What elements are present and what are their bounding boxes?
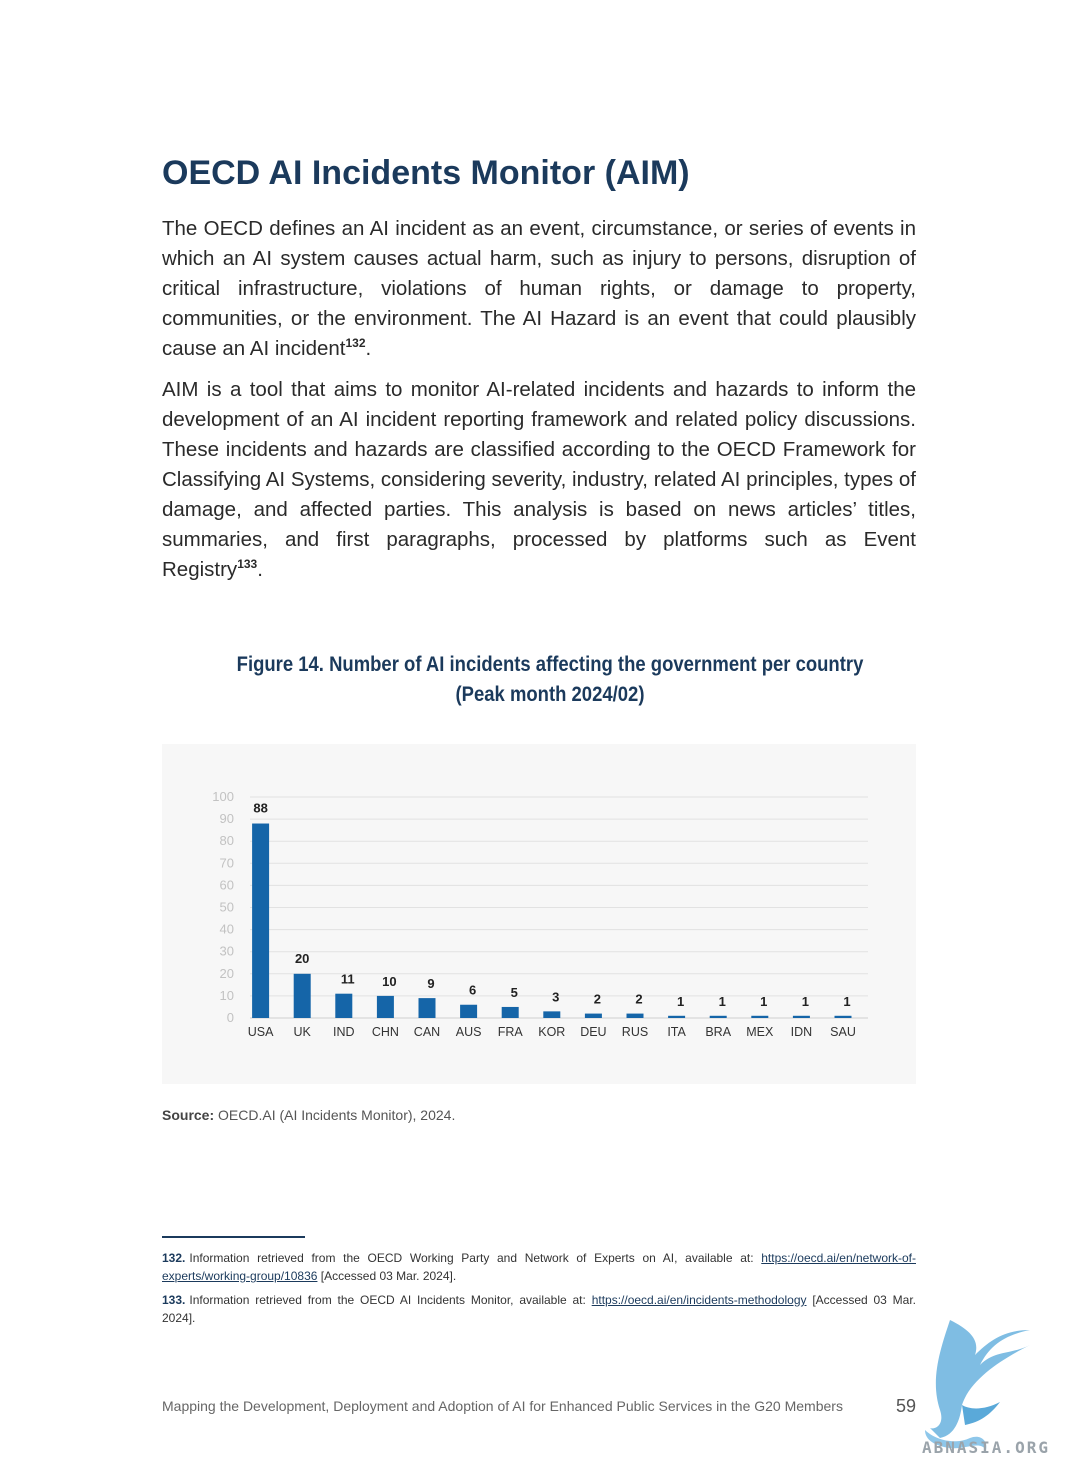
footnote-link[interactable]: https://oecd.ai/en/network-of-experts/wo… <box>162 1251 916 1283</box>
bar <box>376 995 394 1018</box>
y-tick-label: 90 <box>220 811 234 826</box>
footnote-divider <box>162 1236 305 1238</box>
data-label: 2 <box>594 992 601 1007</box>
x-tick-label: DEU <box>580 1025 606 1039</box>
footnote-accessed: [Accessed 03 Mar. 2024]. <box>320 1269 457 1283</box>
footnote-accessed: [Accessed 03 Mar. 2024]. <box>162 1293 917 1325</box>
data-label: 9 <box>427 976 434 991</box>
bar <box>543 1011 561 1018</box>
y-tick-label: 30 <box>220 944 234 959</box>
footnote-text: Information retrieved from the OECD Work… <box>189 1251 754 1265</box>
footnote-link[interactable]: https://oecd.ai/en/incidents-methodology <box>591 1293 807 1307</box>
y-tick-label: 40 <box>220 922 234 937</box>
bar <box>584 1013 602 1018</box>
y-tick-label: 60 <box>220 877 234 892</box>
x-tick-label: IND <box>333 1025 355 1039</box>
bar <box>626 1013 644 1018</box>
page-title: OECD AI Incidents Monitor (AIM) <box>162 154 690 192</box>
x-tick-label: UK <box>294 1025 312 1039</box>
figure-title-line1: Figure 14. Number of AI incidents affect… <box>236 653 864 676</box>
data-label: 2 <box>635 992 642 1007</box>
bar <box>418 998 436 1018</box>
footnote-133: 133. Information retrieved from the OECD … <box>162 1291 916 1327</box>
y-tick-label: 0 <box>227 1010 234 1025</box>
x-tick-label: SAU <box>830 1025 856 1039</box>
aim-paragraph: AIM is a tool that aims to monitor AI-re… <box>162 375 916 585</box>
y-tick-label: 50 <box>220 900 234 915</box>
bar <box>501 1006 519 1018</box>
data-label: 1 <box>843 994 850 1009</box>
footnote-ref-132[interactable]: 132 <box>345 336 366 351</box>
source-label: Source: <box>162 1107 215 1123</box>
data-label: 1 <box>760 994 767 1009</box>
footnote-number: 132. <box>162 1251 186 1265</box>
footer-title: Mapping the Development, Deployment and … <box>162 1398 843 1414</box>
aim-paragraph-text: AIM is a tool that aims to monitor AI-re… <box>162 378 916 581</box>
bar <box>834 1015 852 1018</box>
x-tick-label: MEX <box>746 1025 774 1039</box>
data-label: 11 <box>341 972 355 987</box>
bar <box>751 1015 769 1018</box>
data-label: 5 <box>511 985 518 1000</box>
data-label: 10 <box>382 974 396 989</box>
x-tick-label: BRA <box>705 1025 731 1039</box>
data-label: 3 <box>552 989 559 1004</box>
data-label: 1 <box>802 994 809 1009</box>
y-tick-label: 70 <box>220 855 234 870</box>
data-label: 88 <box>253 801 267 816</box>
y-tick-label: 100 <box>212 789 234 804</box>
intro-paragraph-end: . <box>365 337 372 360</box>
page-number: 59 <box>896 1396 917 1416</box>
footnote-132: 132. Information retrieved from the OECD … <box>162 1249 916 1285</box>
figure-source: Source: OECD.AI (AI Incidents Monitor), … <box>162 1107 455 1123</box>
x-tick-label: RUS <box>622 1025 648 1039</box>
data-label: 1 <box>677 994 684 1009</box>
figure-title: Figure 14. Number of AI incidents affect… <box>209 650 892 710</box>
aim-paragraph-end: . <box>257 558 263 581</box>
bar <box>460 1004 478 1018</box>
y-tick-label: 10 <box>220 988 234 1003</box>
footnote-ref-133[interactable]: 133 <box>237 557 258 572</box>
figure-title-line2: (Peak month 2024/02) <box>455 683 645 706</box>
x-tick-label: USA <box>248 1025 274 1039</box>
x-tick-label: CAN <box>414 1025 440 1039</box>
bar <box>792 1015 810 1018</box>
watermark-text: ABNASIA.ORG <box>922 1438 1050 1457</box>
data-label: 1 <box>719 994 726 1009</box>
data-label: 6 <box>469 983 476 998</box>
data-label: 20 <box>295 951 309 966</box>
y-tick-label: 80 <box>220 833 234 848</box>
bar <box>335 993 353 1018</box>
x-tick-label: IDN <box>791 1025 813 1039</box>
griffin-logo-icon <box>925 1320 1030 1450</box>
x-tick-label: CHN <box>372 1025 399 1039</box>
source-text: OECD.AI (AI Incidents Monitor), 2024. <box>218 1107 456 1123</box>
y-tick-label: 20 <box>220 966 234 981</box>
bar <box>668 1015 686 1018</box>
bar <box>252 823 270 1018</box>
intro-paragraph: The OECD defines an AI incident as an ev… <box>162 214 916 364</box>
bar <box>293 973 311 1018</box>
x-tick-label: KOR <box>538 1025 565 1039</box>
footnote-number: 133. <box>162 1293 186 1307</box>
x-tick-label: ITA <box>667 1025 686 1039</box>
bar-chart: 010203040506070809010088USA20UK11IND10CH… <box>212 789 868 1039</box>
intro-paragraph-text: The OECD defines an AI incident as an ev… <box>162 217 916 360</box>
bar-chart-panel: 0 10 20 30 40 50 60 70 80 90 100 88 USA 20 UK 11 IND 10 CH… <box>162 744 916 1084</box>
x-tick-label: AUS <box>456 1025 482 1039</box>
bar <box>709 1015 727 1018</box>
x-tick-label: FRA <box>498 1025 524 1039</box>
footnote-text: Information retrieved from the OECD AI I… <box>189 1293 586 1307</box>
